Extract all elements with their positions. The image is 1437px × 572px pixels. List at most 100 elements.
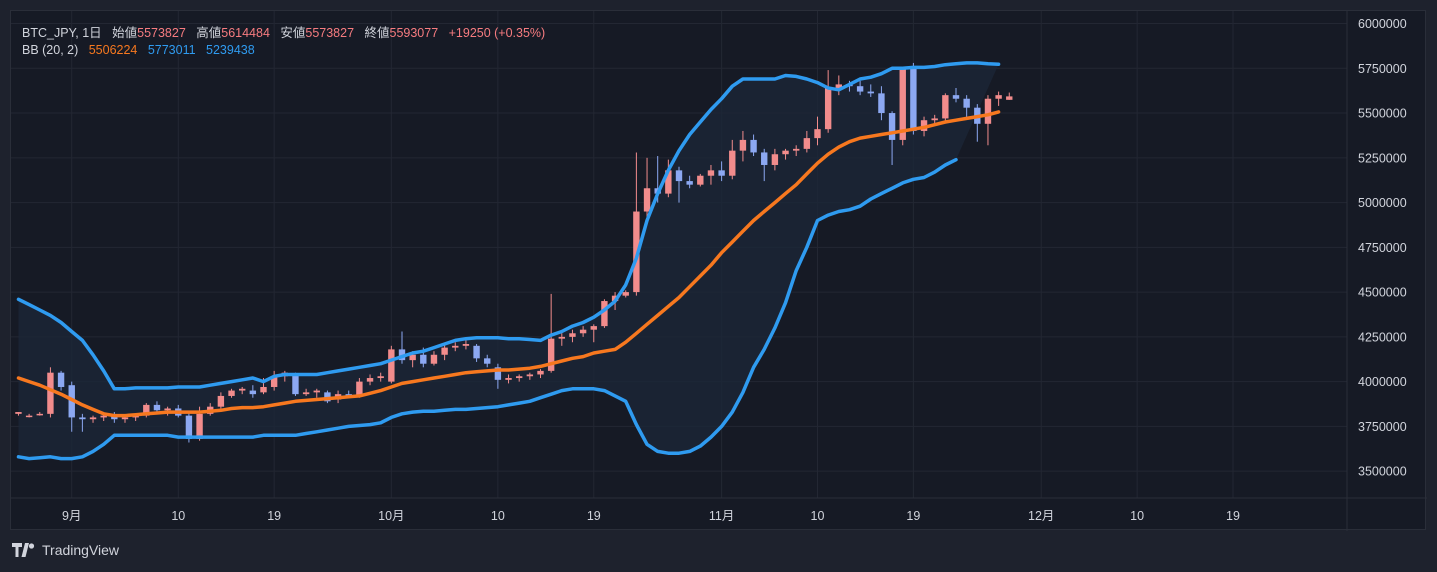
y-tick-label: 4250000: [1358, 330, 1407, 344]
x-tick-label: 10月: [378, 509, 404, 523]
x-tick-label: 19: [1226, 509, 1240, 523]
chart-panel[interactable]: 6000000 5750000 5500000 5250000 5000000 47500…: [10, 10, 1427, 531]
high-value: 5614484: [221, 26, 270, 40]
candle-body: [324, 392, 331, 402]
candle-body: [185, 415, 193, 439]
close-label: 終値: [364, 26, 390, 40]
open-value: 5573827: [137, 26, 186, 40]
candle-body: [622, 292, 629, 296]
candle-body: [899, 68, 906, 140]
candle-body: [590, 326, 597, 330]
candle-body: [888, 113, 896, 140]
candle-body: [729, 150, 736, 176]
y-tick-label: 3750000: [1358, 420, 1407, 434]
candle-body: [121, 417, 129, 420]
candle-body: [377, 376, 384, 379]
x-tick-label: 9月: [62, 509, 81, 523]
candle-body: [462, 344, 470, 346]
candle-body: [739, 139, 747, 151]
bb-lower-value: 5239438: [206, 43, 255, 57]
tradingview-brand[interactable]: TradingView: [12, 542, 119, 558]
candle-body: [782, 150, 789, 155]
candle-body: [302, 392, 310, 395]
candle-body: [537, 370, 544, 375]
candle-body: [249, 390, 257, 395]
y-tick-label: 5500000: [1358, 107, 1407, 121]
candle-body: [665, 170, 672, 194]
candle-body: [366, 378, 374, 382]
candle-body: [25, 415, 33, 418]
low-label: 安値: [280, 26, 306, 40]
y-tick-label: 5750000: [1358, 62, 1407, 76]
candle-body: [1006, 96, 1013, 100]
candle-body: [420, 354, 427, 364]
candle-body: [238, 388, 246, 391]
candle-body: [79, 417, 86, 420]
candle-body: [473, 345, 480, 359]
candle-body: [47, 372, 54, 414]
y-tick-label: 3500000: [1358, 465, 1407, 479]
candle-body: [313, 390, 320, 393]
ohlc-legend: BTC_JPY, 1日 始値5573827 高値5614484 安値557382…: [22, 22, 545, 41]
x-tick-label: 12月: [1028, 509, 1054, 523]
candle-body: [388, 349, 395, 382]
candle-body: [505, 378, 512, 380]
candle-body: [57, 372, 65, 387]
bb-label[interactable]: BB (20, 2): [22, 43, 79, 57]
candle-body: [36, 413, 43, 416]
candle-body: [579, 329, 587, 334]
candle-body: [963, 98, 970, 108]
y-tick-label: 4500000: [1358, 286, 1407, 300]
candle-body: [228, 390, 235, 396]
y-tick-label: 5250000: [1358, 151, 1407, 165]
bb-upper-value: 5773011: [147, 43, 196, 57]
candle-body: [761, 152, 768, 165]
x-tick-label: 19: [906, 509, 920, 523]
candle-body: [260, 386, 267, 393]
candle-body: [824, 87, 832, 130]
bb-basis-line: [16, 110, 1001, 418]
candle-body: [718, 170, 725, 176]
candle-body: [100, 415, 107, 418]
candle-body: [430, 354, 438, 364]
price-chart[interactable]: 6000000 5750000 5500000 5250000 5000000 47500…: [11, 11, 1427, 531]
candle-body: [217, 395, 225, 407]
candle-body: [942, 95, 949, 119]
y-tick-label: 5000000: [1358, 196, 1407, 210]
candle-body: [89, 417, 97, 420]
candle-body: [270, 376, 278, 387]
candle-body: [707, 170, 715, 176]
candle-body: [910, 68, 917, 131]
y-tick-label: 6000000: [1358, 17, 1407, 31]
change-value: +19250 (+0.35%): [448, 26, 546, 40]
candle-body: [856, 86, 864, 92]
candle-body: [686, 181, 693, 185]
candle-body: [292, 374, 299, 395]
low-value: 5573827: [305, 26, 355, 40]
candle-body: [984, 98, 992, 124]
bb-basis-value: 5506224: [88, 43, 138, 57]
close-value: 5593077: [389, 26, 439, 40]
x-tick-label: 19: [267, 509, 281, 523]
candle-body: [196, 413, 203, 439]
candle-body: [15, 412, 22, 414]
candle-body: [771, 154, 779, 165]
symbol-label[interactable]: BTC_JPY, 1日: [22, 26, 102, 40]
candle-body: [132, 415, 139, 418]
candle-body: [931, 118, 938, 121]
bb-band-fill: [18, 62, 999, 459]
candle-body: [814, 129, 821, 139]
candle-body: [835, 84, 843, 88]
candle-body: [452, 345, 459, 348]
candle-body: [792, 148, 800, 151]
candle-body: [558, 336, 566, 339]
candle-body: [409, 354, 416, 361]
candle-body: [153, 404, 161, 411]
y-tick-label: 4750000: [1358, 241, 1407, 255]
candle-body: [526, 374, 534, 377]
candle-body: [867, 91, 874, 94]
candle-body: [952, 95, 960, 99]
tradingview-logo-icon: [12, 543, 35, 557]
candle-body: [494, 367, 502, 380]
x-tick-label: 19: [587, 509, 601, 523]
